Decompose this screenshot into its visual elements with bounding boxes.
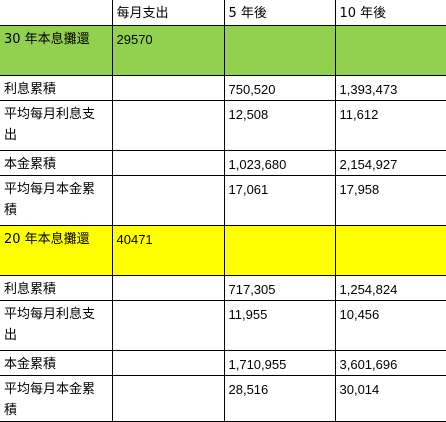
row-10yr-value: 10,456 (334, 299, 446, 351)
section-20yr-label: 20 年本息攤還 (0, 224, 113, 276)
header-5yr-cell: 5 年後 (223, 0, 336, 26)
row-10yr-value: 3,601,696 (334, 349, 446, 376)
row-5yr-value: 717,305 (223, 274, 336, 301)
row-5yr-value: 17,061 (223, 174, 336, 226)
section-20yr-row: 20 年本息攤還 40471 (0, 224, 446, 276)
header-corner-cell (0, 0, 113, 26)
table-row: 利息累積 717,305 1,254,824 (0, 274, 446, 301)
row-label: 平均每月利息支出 (0, 299, 113, 351)
table-row: 平均每月本金累積 17,061 17,958 (0, 174, 446, 226)
row-10yr-value: 11,612 (334, 99, 446, 151)
row-10yr-value: 1,254,824 (334, 274, 446, 301)
row-5yr-value: 750,520 (223, 74, 336, 101)
header-row: 每月支出 5 年後 10 年後 (0, 0, 446, 26)
row-5yr-value: 28,516 (223, 374, 336, 422)
section-30yr-label: 30 年本息攤還 (0, 24, 113, 76)
header-monthly-cell: 每月支出 (111, 0, 225, 26)
row-label: 本金累積 (0, 149, 113, 176)
row-label: 利息累積 (0, 274, 113, 301)
section-30yr-10yr (334, 24, 446, 76)
section-20yr-monthly: 40471 (111, 224, 225, 276)
row-5yr-value: 12,508 (223, 99, 336, 151)
row-10yr-value: 2,154,927 (334, 149, 446, 176)
row-monthly (111, 149, 225, 176)
row-monthly (111, 299, 225, 351)
row-10yr-value: 1,393,473 (334, 74, 446, 101)
section-20yr-10yr (334, 224, 446, 276)
row-label: 平均每月本金累積 (0, 174, 113, 226)
table-row: 平均每月利息支出 12,508 11,612 (0, 99, 446, 151)
row-5yr-value: 1,023,680 (223, 149, 336, 176)
row-monthly (111, 374, 225, 422)
table-row: 平均每月利息支出 11,955 10,456 (0, 299, 446, 351)
row-label: 本金累積 (0, 349, 113, 376)
row-5yr-value: 1,710,955 (223, 349, 336, 376)
row-10yr-value: 30,014 (334, 374, 446, 422)
table-row: 本金累積 1,710,955 3,601,696 (0, 349, 446, 376)
row-label: 利息累積 (0, 74, 113, 101)
header-10yr-cell: 10 年後 (334, 0, 446, 26)
row-5yr-value: 11,955 (223, 299, 336, 351)
row-monthly (111, 174, 225, 226)
section-30yr-monthly: 29570 (111, 24, 225, 76)
row-monthly (111, 74, 225, 101)
row-10yr-value: 17,958 (334, 174, 446, 226)
row-monthly (111, 274, 225, 301)
row-label: 平均每月利息支出 (0, 99, 113, 151)
section-30yr-5yr (223, 24, 336, 76)
table-row: 平均每月本金累積 28,516 30,014 (0, 374, 446, 422)
section-30yr-row: 30 年本息攤還 29570 (0, 24, 446, 76)
table-row: 本金累積 1,023,680 2,154,927 (0, 149, 446, 176)
row-label: 平均每月本金累積 (0, 374, 113, 422)
section-20yr-5yr (223, 224, 336, 276)
table-row: 利息累積 750,520 1,393,473 (0, 74, 446, 101)
row-monthly (111, 349, 225, 376)
row-monthly (111, 99, 225, 151)
